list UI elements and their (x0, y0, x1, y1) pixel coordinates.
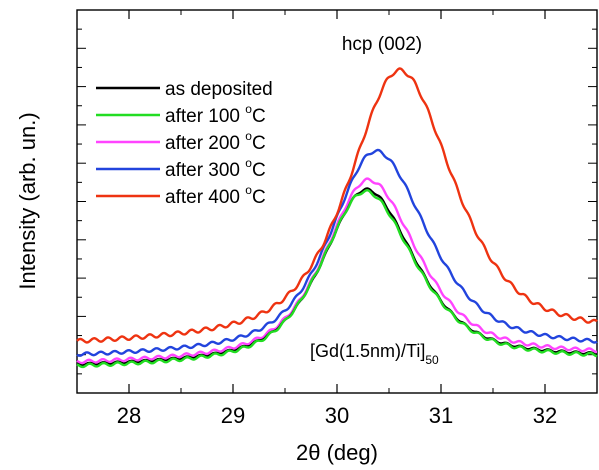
x-tick-label-28: 28 (117, 403, 141, 428)
x-tick-label-30: 30 (325, 403, 349, 428)
x-tick-label-32: 32 (533, 403, 557, 428)
x-tick-label-29: 29 (221, 403, 245, 428)
annotations: hcp (002) [Gd(1.5nm)/Ti]50 (310, 34, 439, 367)
y-axis-label: Intensity (arb. un.) (15, 112, 40, 289)
x-axis-label: 2θ (deg) (296, 440, 378, 465)
legend-label-3: after 300 oC (165, 156, 266, 181)
series-line-3 (76, 148, 598, 357)
legend-label-2: after 200 oC (165, 129, 266, 154)
peak-label: hcp (002) (342, 34, 422, 55)
series-line-2 (76, 177, 598, 365)
sample-label: [Gd(1.5nm)/Ti]50 (310, 341, 439, 367)
axis-ticks: 28 29 30 31 32 (76, 9, 598, 428)
legend-label-4: after 400 oC (165, 183, 266, 208)
series-curves (76, 67, 598, 369)
x-tick-label-31: 31 (429, 403, 453, 428)
series-line-4 (76, 67, 598, 344)
plot-frame (76, 9, 598, 394)
legend-label-1: after 100 oC (165, 102, 266, 127)
legend-label-0: as deposited (165, 79, 273, 100)
series-line-1 (76, 189, 598, 369)
sample-label-main: [Gd(1.5nm)/Ti] (310, 341, 425, 361)
sample-label-subscript: 50 (425, 353, 439, 367)
